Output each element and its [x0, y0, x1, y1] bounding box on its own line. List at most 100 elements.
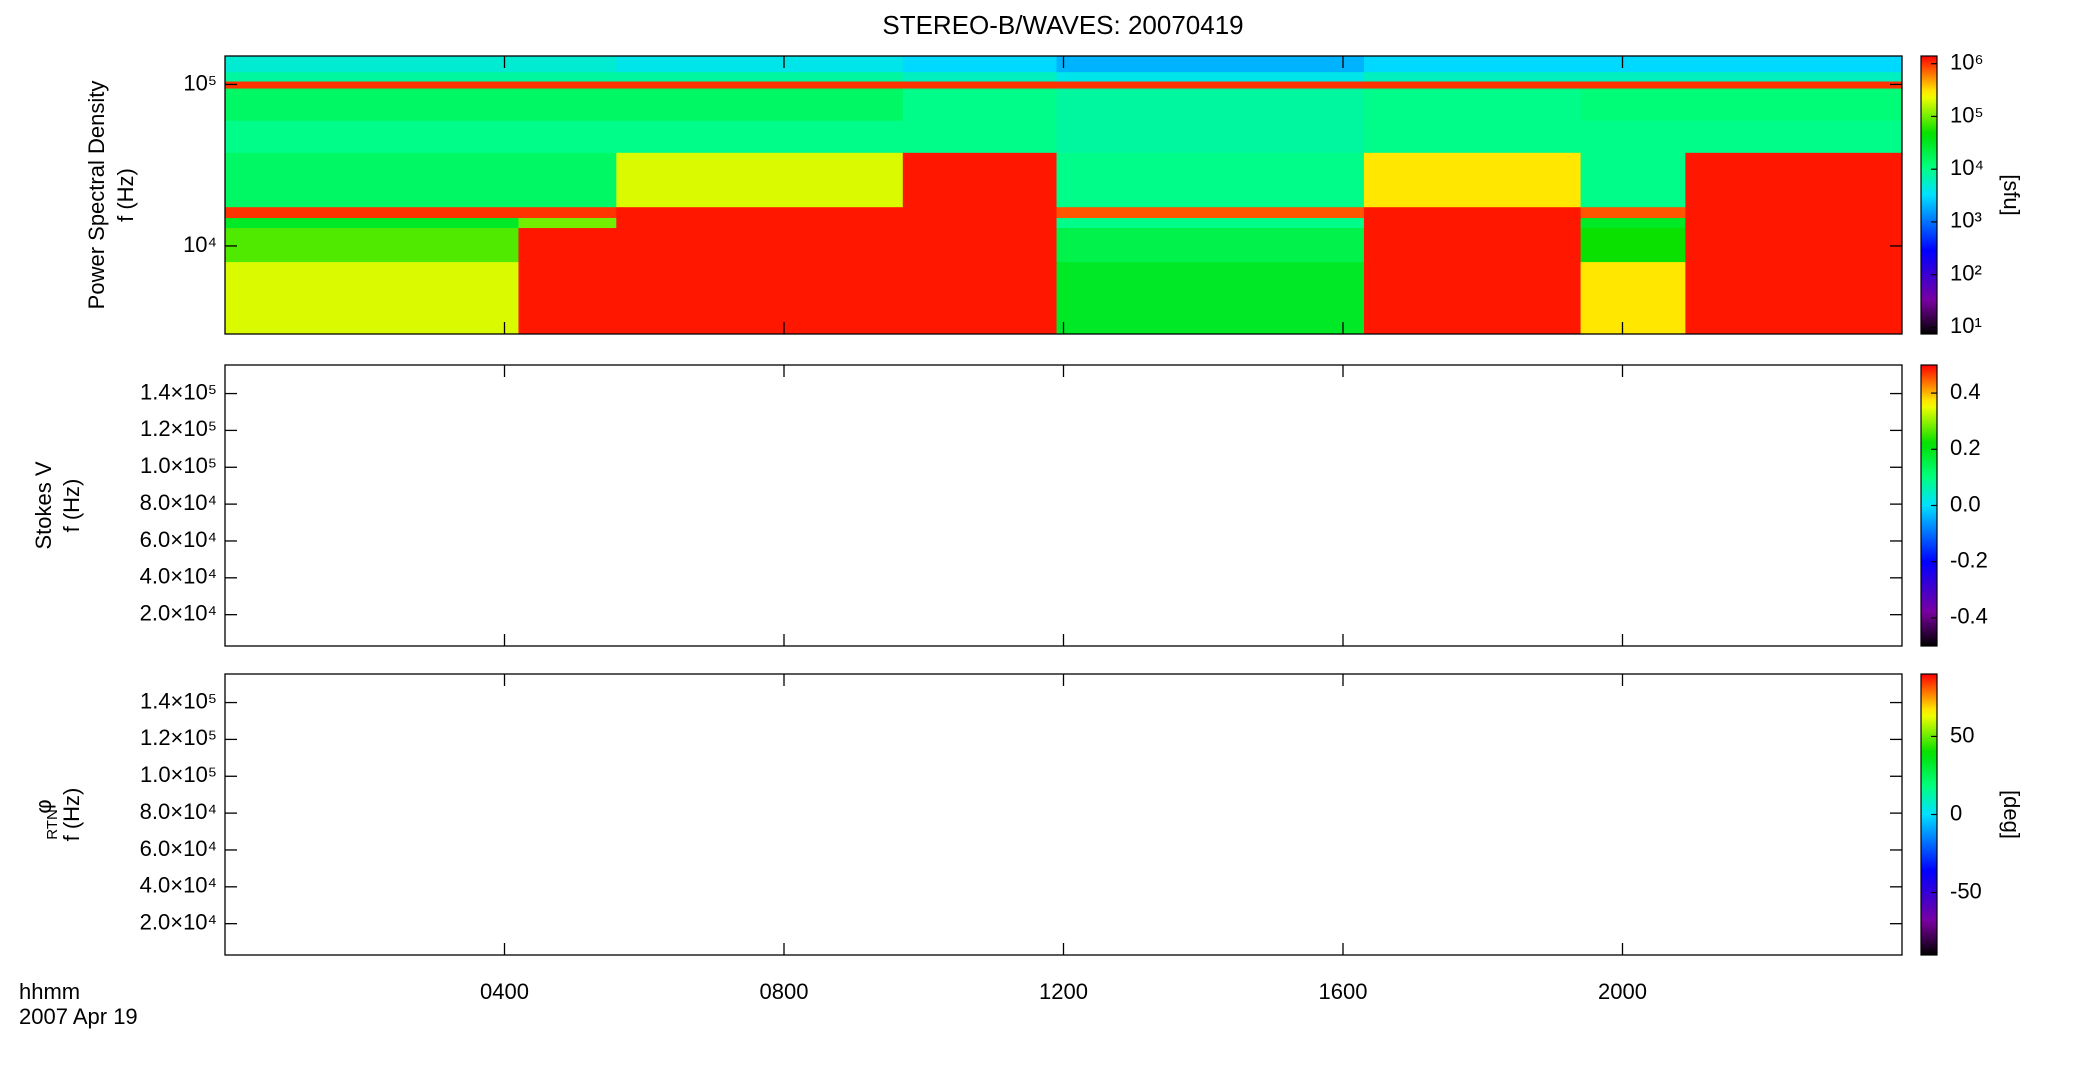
heatmap-cell: [1580, 217, 1686, 229]
heatmap-cell: [1685, 152, 1903, 208]
colorbar-tick-label: 10⁶: [1950, 50, 1984, 75]
y-tick-label: 1.2×10⁵: [140, 725, 217, 750]
heatmap-cell: [1580, 152, 1686, 208]
heatmap-cell: [1580, 261, 1686, 335]
heatmap-cell: [616, 217, 904, 229]
heatmap-cell: [518, 152, 617, 208]
heatmap-cell: [1363, 88, 1582, 121]
heatmap-cell: [1685, 206, 1903, 219]
y-tick-label: 8.0×10⁴: [140, 799, 217, 824]
heatmap-cell: [1363, 71, 1582, 82]
heatmap-cell: [225, 261, 519, 335]
heatmap-cell: [1363, 217, 1582, 229]
heatmap-cell: [902, 71, 1058, 82]
heatmap-cell: [1685, 217, 1903, 229]
y-tick-label: 1.0×10⁵: [140, 453, 217, 478]
colorbar-tick-label: 0.4: [1950, 379, 1981, 404]
y-tick-label: 1.4×10⁵: [140, 379, 217, 404]
heatmap-cell: [1056, 81, 1365, 89]
y-axis-label: f (Hz): [59, 479, 84, 533]
heatmap-cell: [1363, 56, 1582, 73]
colorbar-tick-label: -0.4: [1950, 604, 1988, 629]
heatmap-cell: [1056, 227, 1365, 263]
heatmap-cell: [902, 261, 1058, 335]
heatmap-cell: [1363, 120, 1582, 153]
colorbar-tick-label: 10¹: [1950, 313, 1982, 338]
heatmap-cell: [225, 120, 519, 153]
heatmap-cell: [1685, 120, 1903, 153]
colorbar-tick-label: 10⁴: [1950, 155, 1984, 180]
heatmap-cell: [1056, 206, 1365, 219]
colorbar-tick-label: -50: [1950, 878, 1982, 903]
heatmap-cell: [616, 206, 904, 219]
heatmap-cell: [616, 261, 904, 335]
heatmap-cell: [1580, 71, 1686, 82]
heatmap-cell: [1056, 56, 1365, 73]
y-axis-label: f (Hz): [59, 788, 84, 842]
heatmap-cell: [518, 81, 617, 89]
heatmap-cell: [616, 120, 904, 153]
y-tick-label: 6.0×10⁴: [140, 527, 217, 552]
heatmap-cell: [518, 217, 617, 229]
heatmap-cell: [616, 88, 904, 121]
heatmap-cell: [1685, 71, 1903, 82]
y-tick-label: 10⁵: [183, 70, 217, 95]
y-tick-label: 6.0×10⁴: [140, 836, 217, 861]
heatmap-cell: [1580, 81, 1686, 89]
x-axis-label: hhmm: [19, 979, 80, 1004]
plot-frame: [224, 673, 1903, 956]
y-tick-label: 4.0×10⁴: [140, 564, 217, 589]
heatmap-cell: [902, 120, 1058, 153]
heatmap-cell: [518, 261, 617, 335]
y-axis-label: φ: [31, 799, 56, 813]
y-axis-label: Stokes V: [31, 461, 56, 549]
heatmap-cell: [902, 206, 1058, 219]
y-axis-label: Power Spectral Density: [84, 81, 109, 310]
heatmap-cell: [1056, 261, 1365, 335]
heatmap-cell: [1685, 81, 1903, 89]
heatmap-cell: [225, 81, 519, 89]
heatmap-cell: [616, 81, 904, 89]
heatmap-cell: [1685, 56, 1903, 73]
heatmap-cell: [1580, 120, 1686, 153]
heatmap-cell: [616, 56, 904, 73]
heatmap-cell: [902, 56, 1058, 73]
colorbar-label: [deg]: [1999, 790, 2024, 839]
x-tick-label: 0800: [760, 979, 809, 1004]
heatmap-cell: [616, 152, 904, 208]
heatmap-cell: [225, 88, 519, 121]
y-tick-label: 1.4×10⁵: [140, 688, 217, 713]
heatmap-cell: [225, 217, 519, 229]
y-tick-label: 2.0×10⁴: [140, 600, 217, 625]
heatmap-cell: [225, 227, 519, 263]
heatmap-cell: [518, 120, 617, 153]
y-axis-label-subscript: RTN: [44, 809, 61, 840]
x-axis-date: 2007 Apr 19: [19, 1004, 138, 1029]
y-tick-label: 4.0×10⁴: [140, 873, 217, 898]
heatmap-cell: [616, 71, 904, 82]
y-tick-label: 8.0×10⁴: [140, 490, 217, 515]
colorbar-tick-label: -0.2: [1950, 548, 1988, 573]
heatmap-cell: [518, 227, 617, 263]
y-axis-label: f (Hz): [113, 168, 138, 222]
x-tick-label: 1200: [1039, 979, 1088, 1004]
y-tick-label: 1.2×10⁵: [140, 416, 217, 441]
heatmap-cell: [225, 71, 519, 82]
heatmap-cell: [1363, 227, 1582, 263]
heatmap-cell: [1363, 81, 1582, 89]
colorbar-tick-label: 10²: [1950, 260, 1982, 285]
y-tick-label: 10⁴: [183, 232, 217, 257]
heatmap-cell: [1056, 71, 1365, 82]
heatmap-cell: [225, 206, 519, 219]
colorbar-tick-label: 10⁵: [1950, 102, 1984, 127]
heatmap-cell: [1580, 88, 1686, 121]
heatmap-cell: [1363, 206, 1582, 219]
heatmap-cell: [1056, 88, 1365, 121]
heatmap-cell: [1363, 152, 1582, 208]
heatmap-cell: [1580, 227, 1686, 263]
colorbar-tick-label: 50: [1950, 722, 1974, 747]
colorbar: [1920, 55, 1938, 335]
colorbar-tick-label: 0.0: [1950, 491, 1981, 516]
